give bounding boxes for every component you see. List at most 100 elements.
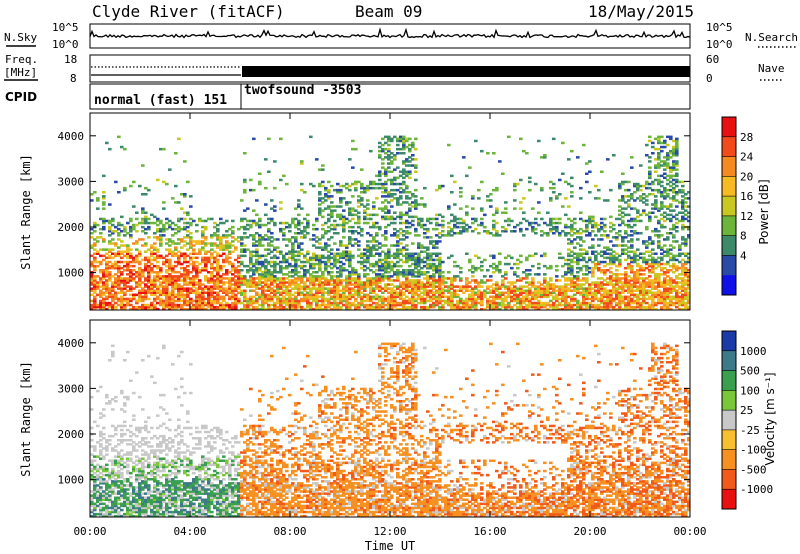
heatmap-cell — [189, 205, 193, 208]
heatmap-cell — [183, 287, 187, 290]
heatmap-cell — [147, 279, 151, 282]
heatmap-cell — [276, 279, 280, 282]
heatmap-cell — [168, 250, 172, 253]
heatmap-cell — [609, 289, 613, 292]
heatmap-cell — [354, 147, 358, 151]
heatmap-cell — [561, 172, 565, 175]
heatmap-cell — [270, 240, 274, 243]
heatmap-cell — [600, 260, 604, 264]
heatmap-cell — [408, 258, 412, 262]
heatmap-cell — [444, 285, 448, 288]
heatmap-cell — [126, 277, 130, 280]
heatmap-cell — [618, 291, 622, 294]
heatmap-cell — [387, 154, 391, 157]
heatmap-cell — [228, 250, 232, 253]
heatmap-cell — [567, 217, 571, 221]
heatmap-cell — [555, 295, 559, 299]
heatmap-cell — [306, 221, 310, 225]
heatmap-cell — [210, 244, 214, 247]
heatmap-cell — [375, 221, 379, 225]
heatmap-cell — [630, 287, 634, 290]
heatmap-cell — [378, 254, 382, 258]
heatmap-cell — [648, 295, 652, 299]
heatmap-cell — [459, 225, 463, 229]
heatmap-cell — [342, 303, 346, 307]
heatmap-cell — [573, 252, 577, 255]
heatmap-cell — [258, 293, 262, 297]
heatmap-cell — [393, 227, 397, 231]
heatmap-cell — [501, 275, 505, 278]
heatmap-cell — [480, 295, 484, 299]
heatmap-cell — [186, 260, 190, 264]
heatmap-cell — [162, 256, 166, 260]
heatmap-cell — [615, 303, 619, 307]
heatmap-cell — [477, 256, 481, 260]
heatmap-cell — [294, 283, 298, 286]
heatmap-cell — [627, 285, 631, 288]
heatmap-cell — [327, 230, 331, 233]
heatmap-cell — [627, 180, 631, 184]
heatmap-cell — [585, 297, 589, 301]
heatmap-cell — [573, 232, 577, 235]
heatmap-cell — [261, 271, 265, 274]
heatmap-cell — [336, 285, 340, 288]
heatmap-cell — [501, 305, 505, 309]
heatmap-cell — [627, 234, 631, 237]
heatmap-cell — [186, 269, 190, 272]
heatmap-cell — [648, 176, 652, 180]
heatmap-cell — [201, 287, 205, 290]
heatmap-cell — [162, 207, 166, 210]
heatmap-cell — [399, 252, 403, 255]
heatmap-cell — [162, 281, 166, 284]
heatmap-cell — [246, 227, 250, 231]
heatmap-cell — [603, 246, 607, 249]
heatmap-cell — [201, 258, 205, 262]
heatmap-cell — [480, 281, 484, 284]
heatmap-cell — [405, 275, 409, 278]
heatmap-cell — [486, 291, 490, 294]
heatmap-cell — [102, 287, 106, 290]
heatmap-cell — [396, 203, 400, 206]
heatmap-cell — [435, 303, 439, 307]
heatmap-cell — [156, 256, 160, 260]
heatmap-cell — [183, 193, 187, 196]
heatmap-cell — [213, 283, 217, 286]
heatmap-cell — [429, 291, 433, 294]
heatmap-cell — [294, 240, 298, 243]
heatmap-cell — [180, 289, 184, 292]
heatmap-cell — [516, 301, 520, 305]
heatmap-cell — [183, 195, 187, 198]
heatmap-cell — [363, 209, 367, 212]
heatmap-cell — [642, 193, 646, 196]
heatmap-cell — [240, 275, 244, 278]
heatmap-cell — [411, 297, 415, 301]
heatmap-cell — [618, 217, 622, 221]
heatmap-cell — [351, 238, 355, 241]
heatmap-cell — [462, 230, 466, 233]
heatmap-cell — [552, 291, 556, 294]
heatmap-cell — [240, 289, 244, 292]
heatmap-cell — [381, 264, 385, 268]
heatmap-cell — [252, 271, 256, 274]
heatmap-cell — [393, 301, 397, 305]
heatmap-cell — [495, 209, 499, 212]
heatmap-cell — [507, 135, 511, 139]
heatmap-cell — [465, 305, 469, 309]
heatmap-cell — [504, 295, 508, 299]
heatmap-cell — [342, 219, 346, 223]
heatmap-cell — [96, 285, 100, 288]
heatmap-cell — [240, 248, 244, 251]
heatmap-cell — [183, 271, 187, 274]
heatmap-cell — [399, 197, 403, 200]
heatmap-cell — [105, 297, 109, 301]
heatmap-cell — [474, 301, 478, 305]
heatmap-cell — [507, 291, 511, 294]
heatmap-cell — [180, 287, 184, 290]
heatmap-cell — [519, 291, 523, 294]
heatmap-cell — [156, 264, 160, 268]
heatmap-cell — [567, 248, 571, 251]
heatmap-cell — [492, 254, 496, 258]
heatmap-cell — [582, 299, 586, 303]
heatmap-cell — [270, 291, 274, 294]
heatmap-cell — [291, 264, 295, 268]
